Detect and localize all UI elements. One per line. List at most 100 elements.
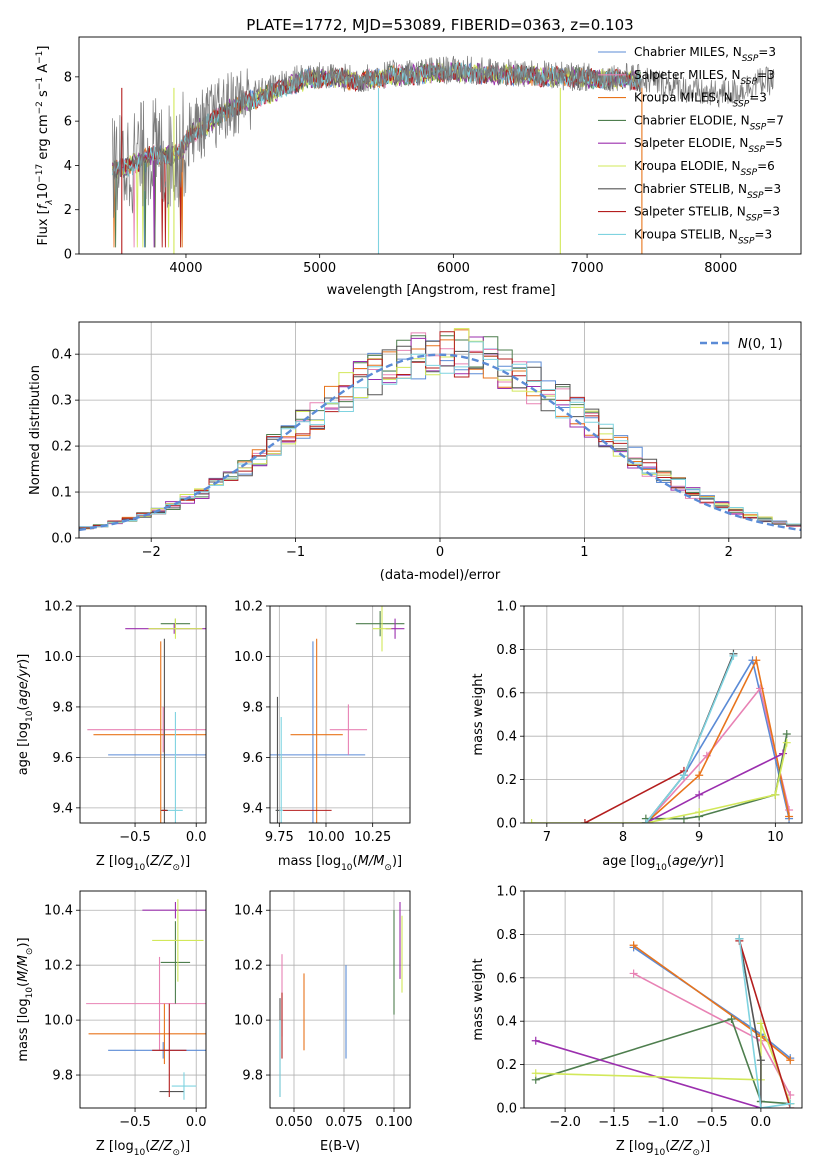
panel-spectrum: 4000 5000 6000 7000 8000 0 2 4 6 8 Chabrier MILES,… — [35, 36, 802, 298]
weight-marker — [756, 1104, 765, 1108]
legend-label: Chabrier MILES, NSSP=3 — [634, 45, 776, 64]
weight-marker — [786, 1056, 795, 1065]
y-tick-label: 0.0 — [496, 817, 517, 832]
weight-marker — [782, 730, 791, 739]
x-tick-label: 9.75 — [265, 830, 294, 845]
errorbar-point — [88, 1003, 206, 1065]
x-axis-label: wavelength [Angstrom, rest frame] — [327, 283, 556, 298]
y-tick-label: 0.6 — [496, 686, 517, 701]
model-spectrum-line — [112, 62, 641, 248]
errorbar-point — [290, 638, 343, 823]
x-axis-label: age [log10(age/yr)] — [602, 854, 724, 873]
y-tick-label: 4 — [64, 159, 72, 174]
y-tick-label: 0.8 — [496, 928, 517, 943]
y-tick-label: 0.3 — [51, 394, 72, 409]
data-spectrum-line — [112, 55, 775, 218]
axes-frame — [269, 605, 411, 824]
plot-area — [79, 322, 801, 538]
model-spectrum-line — [111, 61, 641, 248]
weight-marker — [756, 1056, 765, 1065]
plot-area — [111, 55, 775, 254]
weight-marker — [527, 819, 536, 823]
y-tick-label: 6 — [64, 115, 72, 130]
weight-marker — [641, 819, 650, 823]
errorbar-point — [171, 1072, 197, 1100]
plot-area — [524, 606, 802, 823]
x-tick-label: −1.5 — [598, 1115, 630, 1130]
y-tick-label: 9.8 — [242, 700, 263, 715]
model-spectrum-line — [111, 62, 641, 248]
weight-marker — [629, 941, 638, 950]
plot-area — [270, 891, 410, 1108]
errorbar-point — [355, 611, 405, 637]
y-tick-label: 9.4 — [52, 801, 73, 816]
y-tick-label: 9.8 — [52, 1069, 73, 1084]
weight-line — [535, 1039, 762, 1108]
errorbar-point — [168, 711, 183, 823]
x-axis-label: E(B-V) — [320, 1139, 360, 1154]
x-tick-label: −1 — [286, 545, 305, 560]
y-tick-label: 10.2 — [44, 959, 73, 974]
y-tick-label: 0.4 — [496, 1015, 517, 1030]
y-tick-label: 10.4 — [44, 904, 73, 919]
plot-area — [524, 891, 802, 1108]
legend-label: N(0, 1) — [738, 337, 783, 352]
weight-marker — [531, 1036, 540, 1045]
weight-marker — [531, 1069, 540, 1078]
y-axis-label: Normed distribution — [28, 365, 43, 495]
weight-line — [645, 733, 788, 820]
y-tick-label: 10.0 — [44, 650, 73, 665]
y-tick-label: 0.2 — [496, 1058, 517, 1073]
x-tick-label: 2 — [725, 545, 733, 560]
residual-histogram — [79, 341, 801, 528]
errorbar-point — [93, 641, 206, 823]
x-tick-label: 0.0 — [186, 1115, 207, 1130]
gaussian-curve — [79, 353, 801, 532]
errorbar-point — [372, 606, 392, 652]
axes-frame — [78, 36, 802, 255]
model-spectrum-line — [112, 61, 641, 248]
figure-title: PLATE=1772, MJD=53089, FIBERID=0363, z=0… — [246, 16, 633, 34]
model-spectrum-line — [112, 62, 641, 248]
x-axis-label: Z [log10(Z/Z⊙)] — [616, 1139, 710, 1158]
y-tick-label: 0.0 — [51, 532, 72, 547]
errorbar-point — [152, 899, 204, 982]
legend-label: Salpeter MILES, NSSP=3 — [634, 68, 775, 87]
y-axis-label: age [log10(age/yr)] — [16, 654, 35, 776]
y-tick-label: 10.2 — [44, 600, 73, 615]
y-tick-label: 9.8 — [52, 700, 73, 715]
x-tick-label: 9 — [695, 830, 703, 845]
weight-marker — [752, 656, 761, 665]
y-tick-label: 10.2 — [234, 600, 263, 615]
y-tick-label: 0.8 — [496, 643, 517, 658]
y-axis-label: mass weight — [471, 673, 486, 755]
y-tick-label: 9.6 — [52, 751, 73, 766]
axes-frame — [78, 321, 802, 539]
y-tick-label: 0 — [64, 248, 72, 263]
weight-line — [645, 657, 790, 823]
panel-mass_vs_Z: −0.5 0.0 9.8 10.0 10.2 10.4 Z [log10(Z/Z⊙)] mas… — [16, 890, 207, 1158]
legend-label: Kroupa STELIB, NSSP=3 — [634, 227, 772, 246]
x-tick-label: 0.075 — [325, 1115, 362, 1130]
x-tick-label: −0.5 — [119, 1115, 151, 1130]
legend: Chabrier MILES, NSSP=3 Salpeter MILES, NS… — [598, 45, 784, 246]
panel-age_vs_Z: −0.5 0.0 9.4 9.6 9.8 10.0 10.2 Z [log10(Z/Z⊙)] a… — [16, 600, 207, 874]
errorbar-point — [329, 704, 368, 755]
x-axis-label: (data-model)/error — [380, 568, 501, 583]
y-tick-label: 1.0 — [496, 885, 517, 900]
errorbar-point — [160, 921, 191, 1004]
panel-weight_vs_age: 7 8 9 10 0.0 0.2 0.4 0.6 0.8 1.0 age [log10(age/yr… — [471, 600, 803, 873]
panel-mass_vs_ebv: 0.050 0.075 0.100 9.8 10.0 10.2 10.4 E(B-V) — [234, 890, 413, 1154]
weight-marker — [771, 790, 780, 799]
x-tick-label: −0.5 — [119, 830, 151, 845]
x-tick-label: −1.0 — [647, 1115, 679, 1130]
panel-age_vs_mass: 9.75 10.00 10.25 9.4 9.6 9.8 10.0 10.2 mass [log… — [234, 600, 411, 873]
weight-series — [641, 651, 738, 823]
y-tick-label: 10.2 — [234, 959, 263, 974]
model-spectrum-line — [112, 62, 641, 248]
x-tick-label: 1 — [580, 545, 588, 560]
weight-marker — [735, 934, 744, 943]
weight-series — [641, 749, 787, 823]
y-tick-label: 0.1 — [51, 486, 72, 501]
